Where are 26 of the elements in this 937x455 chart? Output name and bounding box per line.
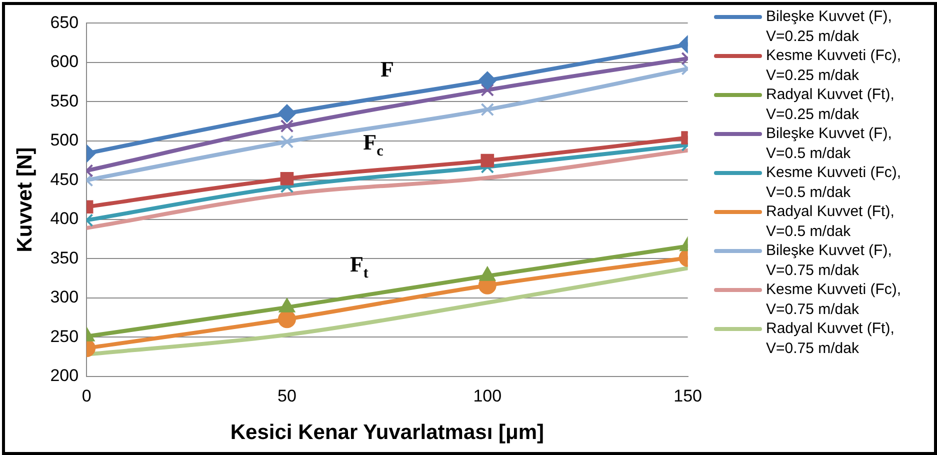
y-tick-label: 650: [50, 12, 79, 32]
y-tick-label: 600: [50, 52, 79, 72]
y-tick-label: 450: [50, 170, 79, 189]
x-tick-label: 100: [473, 386, 502, 406]
legend-label: Radyal Kuvvet (Ft), V=0.25 m/dak: [766, 85, 896, 124]
legend-label: Radyal Kuvvet (Ft), V=0.75 m/dak: [766, 319, 896, 358]
y-axis-title: Kuvvet [N]: [13, 147, 36, 252]
legend-label: Kesme Kuvveti (Fc), V=0.25 m/dak: [766, 46, 902, 85]
annotation: F: [380, 56, 394, 82]
x-axis-title: Kesici Kenar Yuvarlatması [μm]: [230, 421, 544, 444]
y-tick-label: 300: [50, 288, 79, 307]
y-tick-label: 200: [50, 366, 79, 386]
legend-label: Kesme Kuvveti (Fc), V=0.5 m/dak: [766, 163, 902, 202]
x-tick-label: 50: [278, 386, 296, 406]
y-tick-label: 400: [50, 209, 79, 228]
y-tick-label: 350: [50, 248, 79, 268]
y-tick-label: 500: [50, 130, 79, 150]
legend-label: Radyal Kuvvet (Ft), V=0.5 m/dak: [766, 202, 896, 241]
x-tick-label: 150: [674, 386, 702, 406]
x-tick-label: 0: [82, 386, 92, 406]
legend-label: Kesme Kuvveti (Fc), V=0.75 m/dak: [766, 280, 902, 319]
y-tick-label: 250: [50, 326, 79, 346]
legend-label: Bileşke Kuvvet (F), V=0.25 m/dak: [766, 7, 893, 46]
legend-label: Bileşke Kuvvet (F), V=0.5 m/dak: [766, 124, 893, 163]
legend-label: Bileşke Kuvvet (F), V=0.75 m/dak: [766, 241, 893, 280]
y-tick-label: 550: [50, 91, 79, 110]
